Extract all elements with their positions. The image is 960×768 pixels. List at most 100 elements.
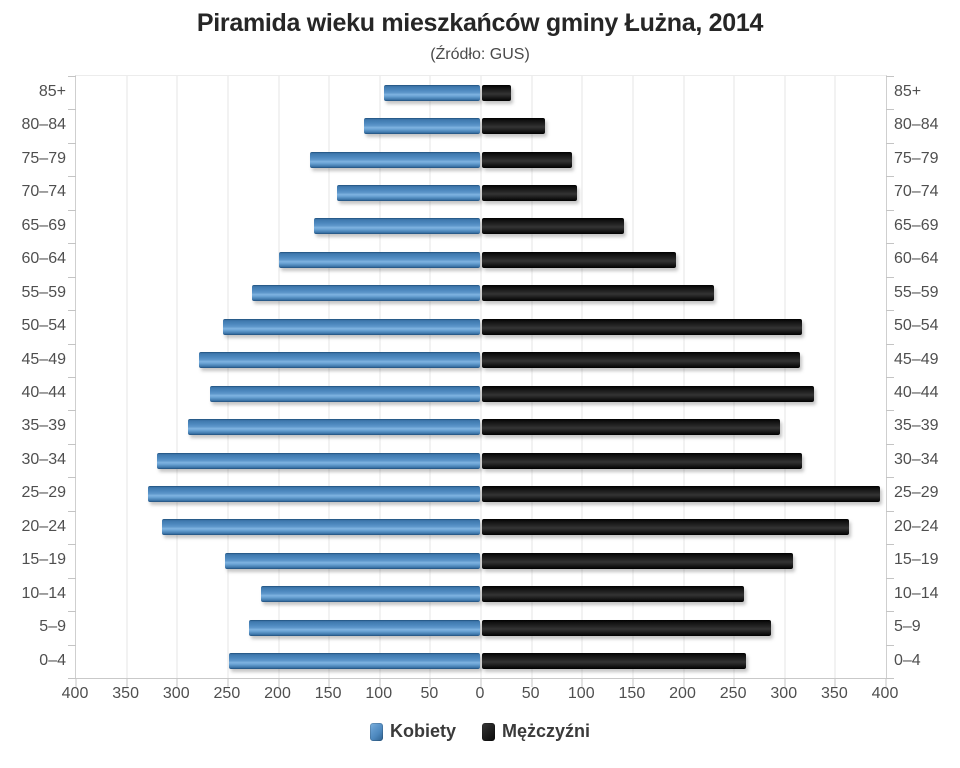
age-label: 0–4 <box>39 651 66 669</box>
bar-female-65–69 <box>313 218 480 235</box>
y-axis-tick <box>68 644 76 646</box>
x-axis-tick <box>328 679 330 687</box>
y-axis-tick <box>886 510 894 512</box>
y-axis-tick <box>886 209 894 211</box>
legend-swatch-mezczyzni-icon <box>481 722 495 741</box>
bar-male-5–9 <box>482 619 771 636</box>
pyramid-row <box>76 611 886 644</box>
bar-female-20–24 <box>162 519 480 536</box>
age-label: 60–64 <box>21 250 67 268</box>
bar-male-20–24 <box>482 519 849 536</box>
bar-female-30–34 <box>157 452 480 469</box>
pyramid-row <box>76 176 886 209</box>
pyramid-row <box>76 578 886 611</box>
y-axis-tick <box>68 377 76 378</box>
age-label: 45–49 <box>21 350 67 368</box>
age-label: 10–14 <box>21 584 67 602</box>
bar-male-0–4 <box>482 653 747 670</box>
bar-male-15–19 <box>482 552 793 569</box>
y-axis-labels-left: 85+ 80–84 75–79 70–74 65–69 60–64 55–59 50–54 45… <box>0 75 67 677</box>
bar-female-75–79 <box>309 151 480 168</box>
x-axis-tick <box>784 679 786 687</box>
bar-female-5–9 <box>249 619 480 636</box>
bar-female-25–29 <box>147 486 480 503</box>
y-axis-tick <box>68 577 76 579</box>
age-label: 35–39 <box>21 417 67 435</box>
age-label: 50–54 <box>894 317 939 335</box>
x-axis-label: 300 <box>162 685 190 702</box>
y-axis-tick <box>886 76 894 77</box>
age-label: 75–79 <box>21 149 67 167</box>
legend-item-kobiety[interactable]: Kobiety <box>369 721 456 742</box>
legend-swatch-kobiety-icon <box>369 722 383 741</box>
y-axis-tick <box>68 243 76 245</box>
pyramid-row <box>76 277 886 310</box>
x-axis-label: 400 <box>871 685 899 702</box>
x-axis-tick <box>683 679 684 687</box>
y-axis-tick <box>68 310 76 312</box>
bar-male-40–44 <box>482 385 815 402</box>
age-label: 0–4 <box>894 651 921 669</box>
age-label: 15–19 <box>21 551 67 569</box>
x-axis-label: 100 <box>365 685 393 702</box>
y-axis-tick <box>68 443 76 445</box>
age-label: 70–74 <box>894 183 939 201</box>
y-axis-tick <box>886 611 894 613</box>
y-axis-tick <box>68 209 76 211</box>
age-label: 20–24 <box>21 517 67 535</box>
x-axis-label: 300 <box>770 685 798 702</box>
y-axis-tick <box>68 76 76 77</box>
x-axis-tick <box>632 679 634 687</box>
gridline <box>126 76 128 678</box>
age-label: 80–84 <box>21 116 67 134</box>
y-axis-tick <box>886 443 894 445</box>
y-axis-tick <box>886 644 894 646</box>
y-axis-tick <box>68 477 76 479</box>
bar-male-75–79 <box>482 151 573 168</box>
x-axis-tick <box>834 679 836 687</box>
x-axis-tick <box>429 679 431 687</box>
bar-female-50–54 <box>222 318 480 335</box>
legend-item-mezczyzni[interactable]: Mężczyźni <box>481 721 590 742</box>
y-axis-tick <box>68 142 76 144</box>
bar-male-80–84 <box>482 118 545 135</box>
x-axis-label: 400 <box>61 685 89 702</box>
x-axis-tick <box>581 679 583 687</box>
bar-female-15–19 <box>224 552 480 569</box>
y-axis-tick <box>68 410 76 412</box>
y-axis-tick <box>886 343 894 345</box>
y-axis-tick <box>886 544 894 546</box>
pyramid-row <box>76 377 886 410</box>
pyramid-row <box>76 645 886 678</box>
x-axis-label: 0 <box>475 685 485 702</box>
gridline <box>733 76 735 678</box>
x-axis-tick <box>75 679 77 687</box>
age-label: 75–79 <box>894 149 939 167</box>
y-axis-labels-right: 85+ 80–84 75–79 70–74 65–69 60–64 55–59 50–54 45… <box>894 75 960 677</box>
x-axis-label: 150 <box>314 685 342 702</box>
pyramid-row <box>76 477 886 510</box>
age-label: 85+ <box>894 83 922 100</box>
gridline <box>581 76 583 678</box>
y-axis-tick <box>886 377 894 378</box>
x-axis-tick <box>379 679 381 687</box>
age-label: 10–14 <box>894 584 939 602</box>
gridline <box>784 76 786 678</box>
bar-male-30–34 <box>482 452 802 469</box>
pyramid-row <box>76 444 886 477</box>
bar-male-10–14 <box>482 586 745 603</box>
age-label: 25–29 <box>894 484 939 502</box>
gridline <box>480 76 482 678</box>
bar-female-40–44 <box>209 385 480 402</box>
x-axis-label: 350 <box>821 685 848 702</box>
gridline <box>683 76 684 678</box>
age-label: 35–39 <box>894 417 939 435</box>
age-label: 55–59 <box>21 283 67 301</box>
gridline <box>379 76 381 678</box>
age-label: 55–59 <box>894 283 939 301</box>
y-axis-tick <box>68 276 76 278</box>
age-label: 40–44 <box>894 384 939 401</box>
age-label: 5–9 <box>894 618 921 636</box>
age-label: 40–44 <box>21 384 67 401</box>
y-axis-tick <box>886 678 894 679</box>
